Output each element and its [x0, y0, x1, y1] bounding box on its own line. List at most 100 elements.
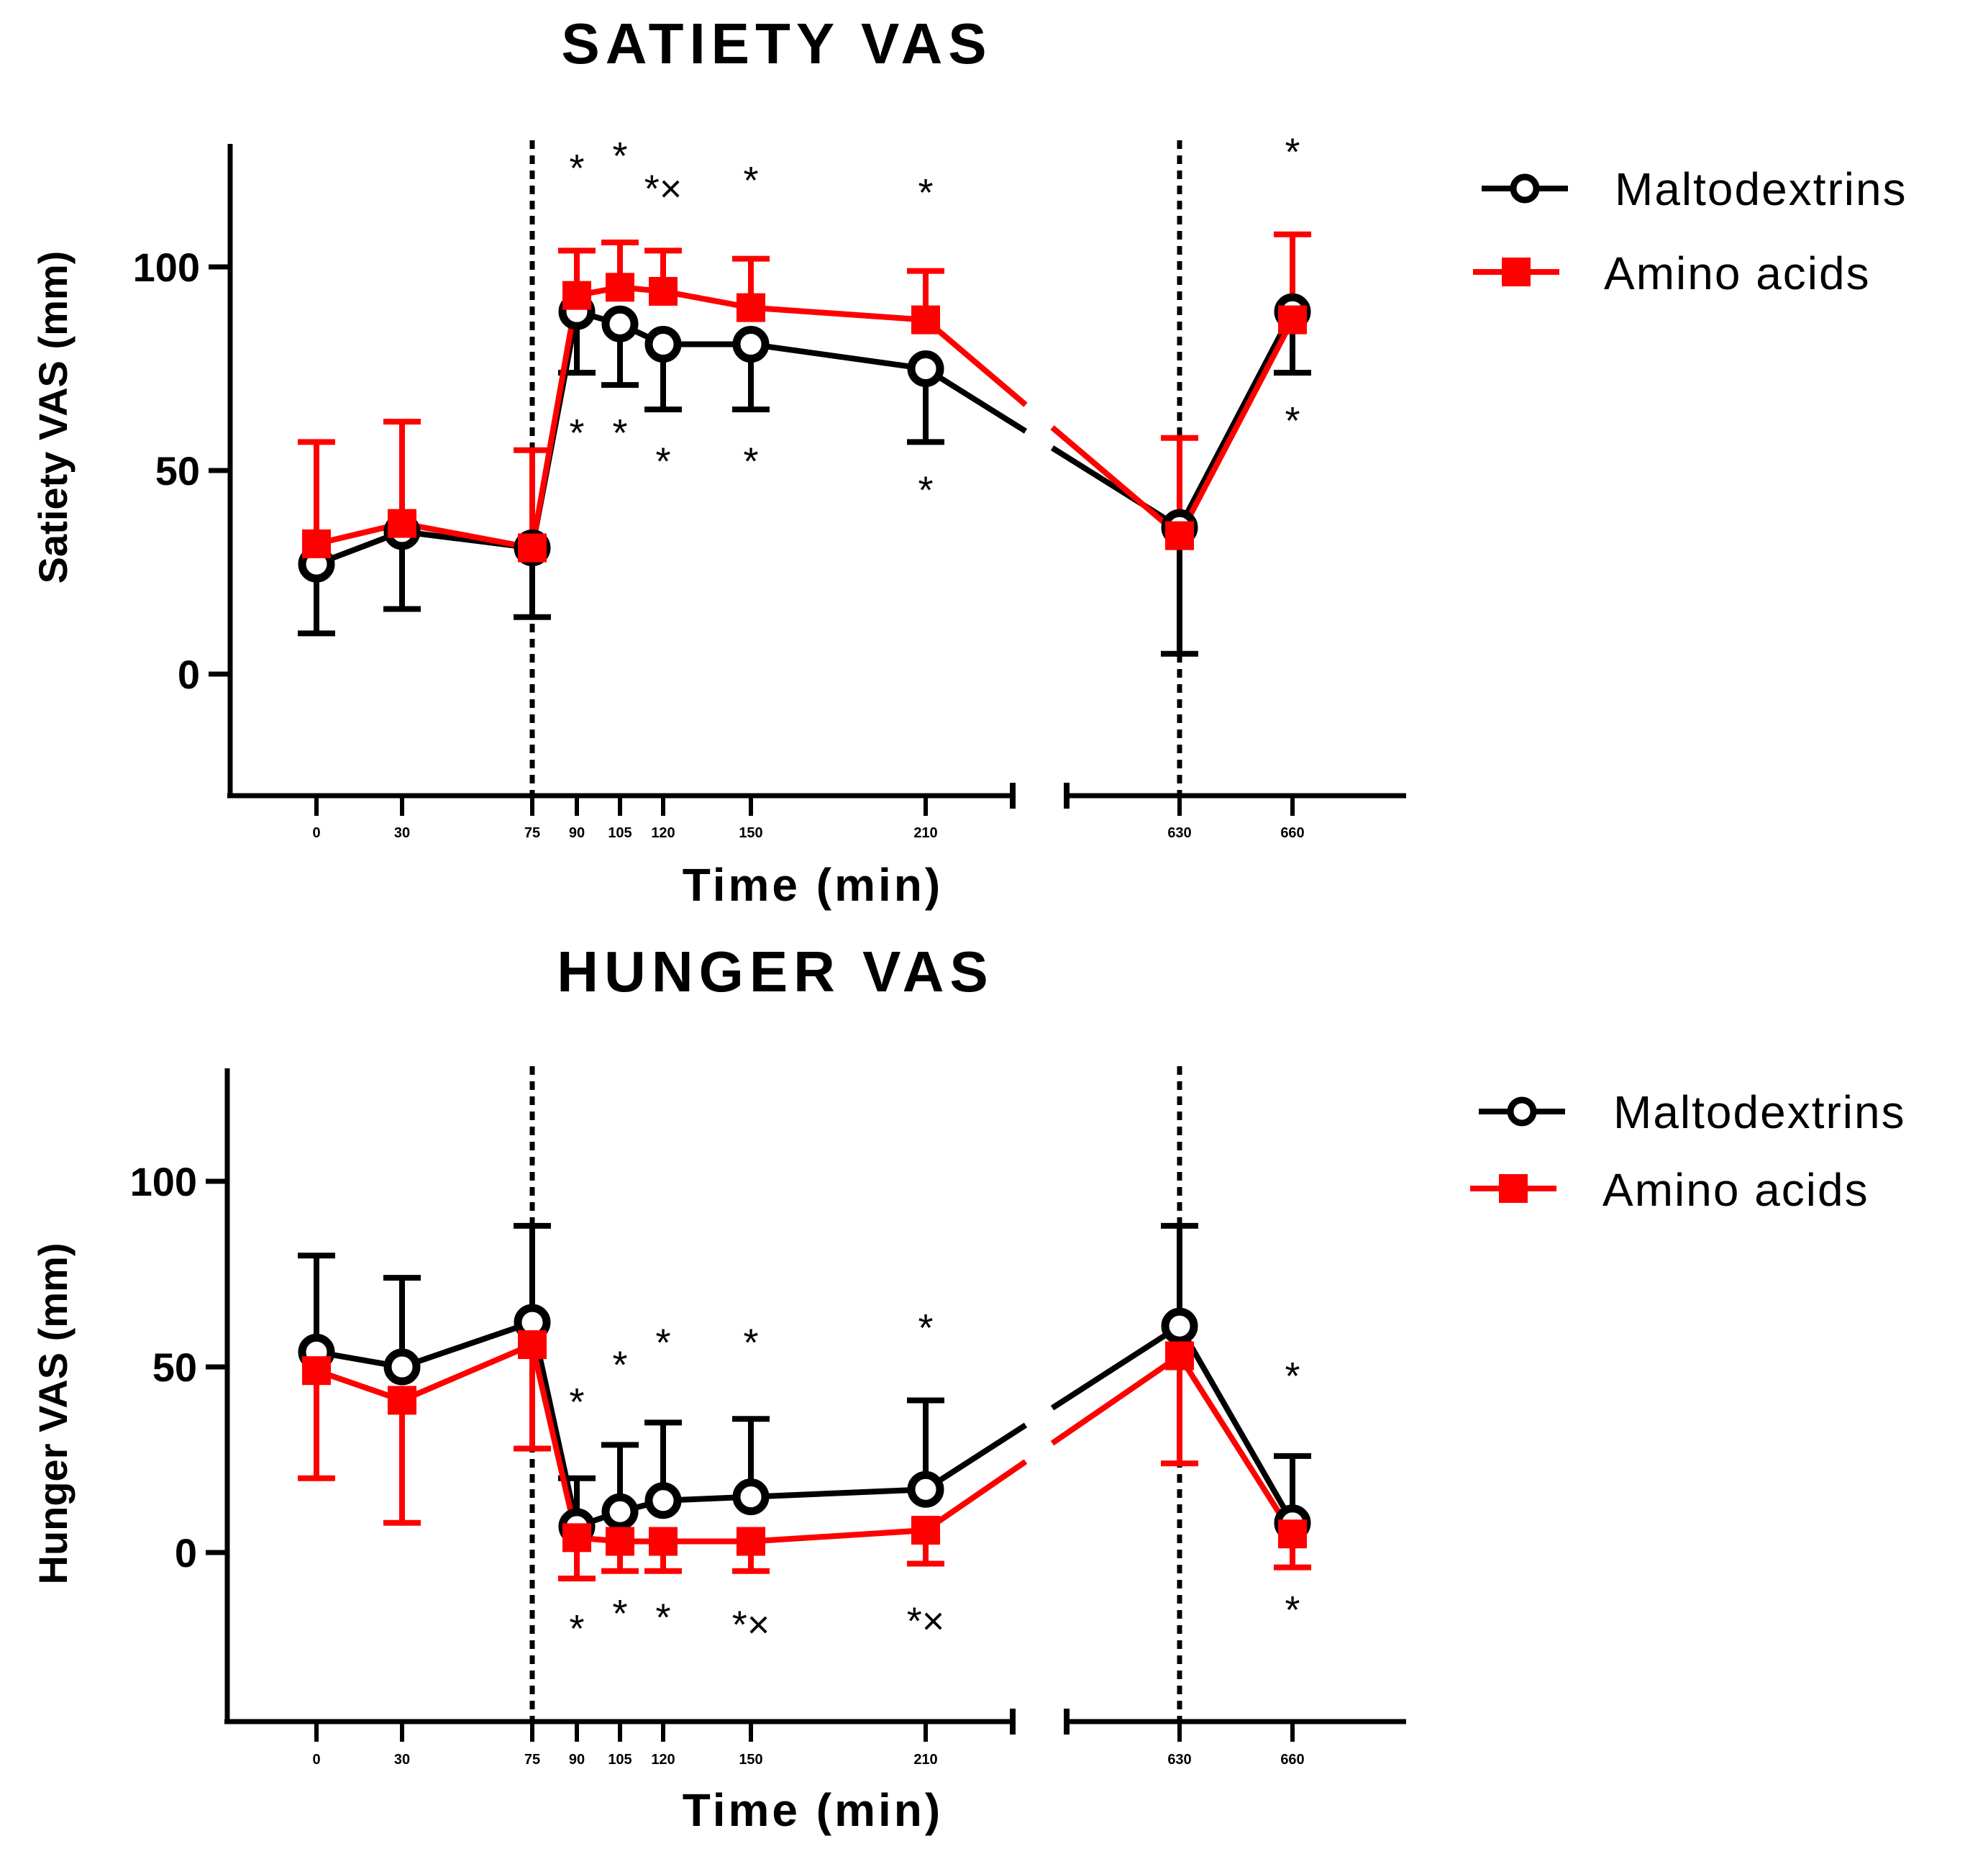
legend-label: Amino acids	[1604, 247, 1871, 299]
significance-marker: *	[918, 171, 933, 214]
legend-label: Amino acids	[1602, 1164, 1869, 1216]
significance-marker: *	[1285, 1355, 1300, 1398]
data-point	[911, 1516, 940, 1545]
x-tick-label: 150	[739, 1752, 762, 1768]
data-point	[388, 1386, 416, 1415]
data-point	[601, 305, 639, 342]
significance-marker: *	[569, 147, 584, 190]
significance-marker: *	[612, 135, 627, 178]
x-axis-label: Time (min)	[683, 859, 943, 911]
filled-square-marker-icon	[1502, 258, 1531, 286]
data-point	[1278, 1519, 1307, 1549]
significance-marker: *×	[907, 1600, 945, 1643]
x-tick-label: 630	[1167, 825, 1191, 841]
significance-marker: *	[569, 412, 584, 455]
data-point	[518, 533, 547, 563]
data-point	[911, 305, 940, 335]
legend-item-maltodextrins: Maltodextrins	[1479, 1086, 1906, 1138]
y-tick-label: 50	[155, 448, 200, 494]
data-point	[606, 273, 634, 302]
x-tick-label: 90	[569, 825, 585, 841]
x-tick-label: 660	[1280, 825, 1304, 841]
y-tick-label: 0	[178, 652, 200, 697]
data-point	[302, 529, 331, 558]
data-point	[518, 1330, 547, 1360]
filled-square-marker-icon	[1499, 1174, 1528, 1203]
x-axis: 0 30 75 90 105 120 150 210 630 660	[227, 783, 1406, 841]
data-point	[1165, 521, 1194, 550]
y-tick-label: 100	[133, 245, 200, 290]
x-tick-label: 105	[608, 1752, 631, 1768]
data-point	[562, 1523, 591, 1553]
data-point	[649, 1527, 678, 1556]
hunger-chart: HUNGER VAS Hunger VAS (mm) Time (min) 10…	[30, 940, 1906, 1836]
significance-marker: *	[655, 440, 670, 483]
significance-marker: *	[743, 440, 758, 483]
data-point	[732, 326, 770, 363]
legend: Maltodextrins Amino acids	[1470, 1086, 1906, 1216]
legend: Maltodextrins Amino acids	[1473, 163, 1907, 299]
open-circle-marker-icon	[1507, 1096, 1537, 1127]
legend-label: Maltodextrins	[1613, 1086, 1906, 1138]
data-point	[737, 293, 765, 322]
x-tick-label: 210	[913, 1752, 937, 1768]
data-point	[737, 1527, 765, 1556]
data-point	[606, 1527, 634, 1556]
significance-marker: *	[569, 1607, 584, 1650]
significance-marker: *	[918, 1306, 933, 1350]
x-tick-label: 0	[312, 1752, 320, 1768]
legend-item-maltodextrins: Maltodextrins	[1482, 163, 1907, 215]
significance-marker: *	[655, 1322, 670, 1365]
significance-marker: *	[743, 159, 758, 202]
x-tick-label: 105	[608, 825, 631, 841]
significance-marker: *×	[644, 167, 683, 210]
x-tick-label: 660	[1280, 1752, 1304, 1768]
x-tick-label: 150	[739, 825, 762, 841]
data-point	[644, 326, 682, 363]
significance-marker: *	[1285, 1588, 1300, 1632]
significance-marker: *	[1285, 131, 1300, 174]
x-tick-label: 120	[651, 1752, 675, 1768]
x-tick-label: 210	[913, 825, 937, 841]
series-line	[1050, 310, 1295, 531]
y-axis-label: Satiety VAS (mm)	[30, 251, 76, 584]
significance-marker: *	[612, 1592, 627, 1635]
y-tick-label: 100	[130, 1159, 197, 1204]
x-tick-label: 30	[394, 825, 410, 841]
significance-marker: *	[655, 1596, 670, 1639]
data-point	[732, 1478, 770, 1516]
x-tick-label: 630	[1167, 1752, 1191, 1768]
y-axis: 100 50 0	[130, 1068, 230, 1722]
x-tick-label: 120	[651, 825, 675, 841]
data-point	[302, 1356, 331, 1386]
data-point	[907, 350, 944, 387]
data-point	[649, 276, 678, 306]
x-tick-label: 75	[524, 1752, 540, 1768]
significance-marker: *	[1285, 399, 1300, 442]
x-tick-label: 0	[312, 825, 320, 841]
significance-marker: *	[612, 1343, 627, 1386]
x-axis-label: Time (min)	[683, 1784, 943, 1836]
data-point	[907, 1471, 944, 1508]
x-axis: 0 30 75 90 105 120 150 210 630 660	[224, 1709, 1406, 1768]
significance-marker: *	[612, 412, 627, 455]
data-point	[644, 1482, 682, 1519]
significance-marker: *	[918, 468, 933, 512]
data-point	[1278, 305, 1307, 335]
open-circle-marker-icon	[1510, 173, 1540, 204]
series-line	[1050, 318, 1295, 539]
x-tick-label: 75	[524, 825, 540, 841]
x-tick-label: 30	[394, 1752, 410, 1768]
data-point	[601, 1493, 639, 1530]
x-tick-label: 90	[569, 1752, 585, 1768]
y-tick-label: 50	[152, 1345, 197, 1390]
significance-marker: *	[569, 1381, 584, 1424]
legend-item-amino-acids: Amino acids	[1470, 1164, 1869, 1216]
data-point	[383, 1348, 421, 1386]
data-point	[1161, 1307, 1198, 1345]
y-axis-label: Hunger VAS (mm)	[30, 1243, 76, 1585]
y-axis: 100 50 0	[133, 144, 233, 796]
legend-label: Maltodextrins	[1615, 163, 1907, 215]
data-point	[562, 281, 591, 310]
